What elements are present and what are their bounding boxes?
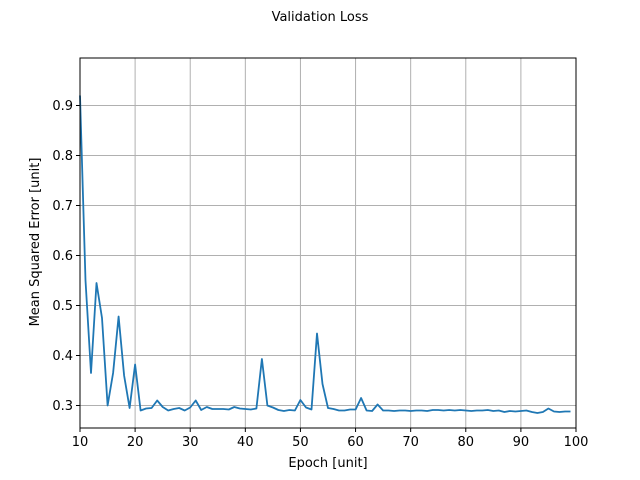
series-line-validation-loss [79, 95, 571, 414]
x-tick-label: 20 [127, 435, 144, 450]
grid-lines [79, 58, 577, 428]
axis-ticks: 10 20 30 40 50 60 70 80 90 100 0.3 0.4 0.5 0.6 0.7 0.8 0… [52, 99, 588, 450]
x-tick-label: 50 [292, 435, 309, 450]
x-tick-label: 10 [72, 435, 89, 450]
y-tick-label: 0.8 [52, 149, 73, 164]
x-tick-label: 90 [513, 435, 530, 450]
x-tick-label: 30 [182, 435, 199, 450]
plot-area-frame [79, 57, 577, 429]
y-tick-label: 0.6 [52, 249, 73, 264]
x-axis-label: Epoch [unit] [288, 456, 367, 471]
chart-title: Validation Loss [272, 10, 369, 25]
y-tick-label: 0.3 [52, 399, 73, 414]
x-tick-label: 60 [347, 435, 364, 450]
x-tick-label: 80 [458, 435, 475, 450]
x-tick-label: 100 [564, 435, 589, 450]
y-tick-label: 0.4 [52, 349, 73, 364]
x-tick-label: 70 [402, 435, 419, 450]
y-tick-label: 0.5 [52, 299, 73, 314]
y-tick-label: 0.7 [52, 199, 73, 214]
y-tick-label: 0.9 [52, 99, 73, 114]
x-tick-label: 40 [237, 435, 254, 450]
y-axis-label: Mean Squared Error [unit] [28, 158, 43, 327]
